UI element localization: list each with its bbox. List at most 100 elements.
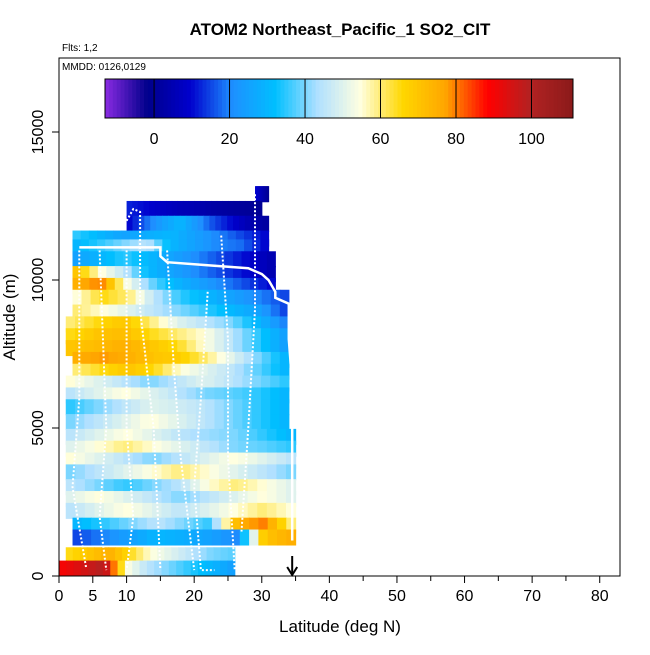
heatmap-cell	[239, 200, 246, 217]
heatmap-cell	[177, 414, 188, 431]
heatmap-cell	[161, 479, 172, 496]
heatmap-cell	[140, 266, 150, 283]
heatmap-cell	[235, 239, 245, 256]
heatmap-cell	[186, 230, 196, 247]
heatmap-cell	[142, 428, 153, 445]
heatmap-cell	[190, 428, 201, 445]
heatmap-cell	[207, 363, 218, 380]
heatmap-cell	[114, 277, 124, 294]
heatmap-cell	[157, 266, 167, 283]
heatmap-cell	[171, 428, 182, 445]
heatmap-cell	[150, 547, 158, 564]
colorbar-cell	[214, 79, 219, 118]
heatmap-cell	[108, 304, 119, 321]
heatmap-cell	[137, 200, 145, 217]
colorbar-cell	[432, 79, 437, 118]
arrow-marker	[286, 556, 299, 577]
heatmap-cell	[251, 387, 262, 404]
heatmap-cell	[252, 289, 263, 306]
heatmap-cell	[102, 560, 111, 576]
x-tick-label: 60	[456, 588, 474, 605]
heatmap-cell	[97, 230, 106, 247]
heatmap-cell	[140, 375, 150, 392]
heatmap-cell	[167, 375, 178, 392]
heatmap-cell	[90, 363, 101, 380]
heatmap-cell	[132, 440, 143, 457]
heatmap-cell	[75, 414, 85, 431]
heatmap-cell	[195, 399, 206, 416]
heatmap-cell	[209, 479, 220, 496]
heatmap-cell	[84, 440, 96, 457]
heatmap-cell	[212, 560, 221, 576]
heatmap-cell	[228, 502, 239, 519]
heatmap-cell	[260, 414, 271, 431]
heatmap-cell	[195, 414, 206, 431]
heatmap-cell	[161, 464, 172, 481]
x-tick-label: 50	[388, 588, 406, 605]
heatmap-cell	[126, 304, 137, 321]
heatmap-cell	[251, 328, 262, 345]
heatmap-cell	[173, 266, 183, 283]
colorbar-cell	[549, 79, 554, 118]
heatmap-cell	[228, 491, 239, 508]
colorbar-cell	[420, 79, 426, 118]
colorbar-cell	[389, 79, 395, 118]
colorbar-cell	[495, 79, 500, 118]
heatmap-cell	[193, 517, 204, 534]
heatmap-cell	[102, 387, 113, 404]
heatmap-cell	[257, 464, 268, 481]
heatmap-cell	[234, 289, 245, 306]
colorbar-cell	[456, 79, 461, 118]
heatmap-cell	[242, 375, 253, 392]
heatmap-cell	[197, 215, 205, 232]
heatmap-cell	[160, 200, 167, 217]
colorbar-cell	[198, 79, 203, 118]
heatmap-cell	[243, 304, 254, 321]
heatmap-cell	[266, 502, 278, 519]
heatmap-cell	[84, 428, 96, 445]
colorbar-cell	[413, 79, 418, 118]
heatmap-cell	[72, 517, 83, 534]
colorbar-tick-label: 80	[447, 131, 465, 148]
colorbar-cell	[428, 79, 434, 118]
colorbar-cell	[424, 79, 430, 118]
colorbar-cell	[159, 79, 164, 118]
heatmap-cell	[174, 529, 185, 546]
heatmap-cell	[279, 363, 290, 380]
heatmap-cell	[224, 277, 234, 294]
heatmap-cell	[94, 491, 105, 508]
heatmap-cell	[162, 363, 173, 380]
heatmap-cell	[218, 464, 230, 481]
heatmap-cell	[115, 547, 123, 564]
heatmap-cell	[114, 266, 124, 283]
colorbar-cell	[272, 79, 278, 118]
arrow-head	[286, 566, 299, 577]
heatmap-cell	[177, 328, 188, 345]
heatmap-cell	[137, 529, 148, 546]
heatmap-cell	[80, 251, 91, 268]
colorbar-cell	[253, 79, 258, 118]
heatmap-cell	[171, 491, 182, 508]
colorbar-cell	[183, 79, 188, 118]
colorbar-cell	[132, 79, 137, 118]
colorbar-cell	[448, 79, 453, 118]
heatmap-cell	[140, 251, 150, 268]
colorbar-cell	[354, 79, 359, 118]
heatmap-cell	[117, 304, 128, 321]
heatmap-cell	[225, 351, 236, 368]
heatmap-cell	[97, 277, 107, 294]
heatmap-cell	[228, 479, 239, 496]
heatmap-cell	[243, 351, 254, 368]
heatmap-cell	[109, 529, 120, 546]
colorbar-cell	[510, 79, 515, 118]
heatmap-cell	[148, 277, 158, 294]
heatmap-cell	[216, 304, 227, 321]
heatmap-cell	[177, 387, 188, 404]
heatmap-cell	[279, 351, 290, 368]
heatmap-cell	[108, 351, 119, 368]
colorbar-cell	[128, 79, 133, 118]
heatmap-cell	[143, 547, 151, 564]
colorbar-cell	[140, 79, 145, 118]
heatmap-cell	[249, 277, 259, 294]
colorbar-cell	[346, 79, 352, 118]
